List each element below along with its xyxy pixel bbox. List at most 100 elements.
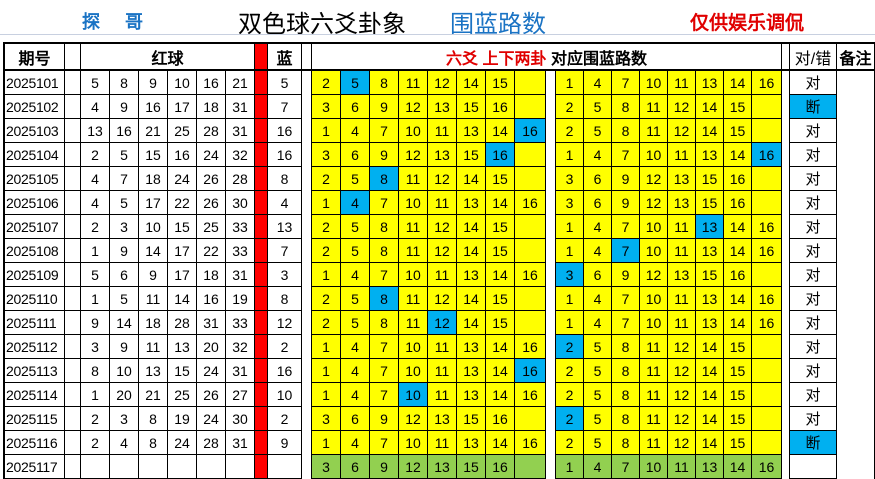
lower-trigram-cell: 11 xyxy=(640,119,668,143)
lower-trigram-cell: 14 xyxy=(724,143,752,167)
spacer-cell xyxy=(65,239,81,263)
red-ball-cell: 19 xyxy=(168,407,197,431)
lower-trigram-cell: 11 xyxy=(640,335,668,359)
group-gap xyxy=(546,215,556,239)
upper-trigram-cell: 16 xyxy=(515,191,546,215)
red-ball-cell: 22 xyxy=(168,191,197,215)
red-ball-cell: 14 xyxy=(110,311,139,335)
upper-trigram-cell: 11 xyxy=(399,287,428,311)
spacer-cell xyxy=(302,167,312,191)
upper-trigram-cell: 1 xyxy=(312,383,341,407)
red-ball-cell: 26 xyxy=(197,167,226,191)
page-title: 双色球六爻卦象 xyxy=(238,11,406,38)
upper-trigram-cell: 10 xyxy=(399,335,428,359)
table-row: 2025114 1 20 21 25 26 27 10 1 4 7 10 11 13 14 16 2 5 8 11 12… xyxy=(5,383,875,407)
upper-trigram-cell: 13 xyxy=(457,335,486,359)
blue-ball-cell: 16 xyxy=(268,143,302,167)
upper-trigram-cell: 4 xyxy=(341,359,370,383)
red-ball-cell: 33 xyxy=(226,215,255,239)
blue-ball-cell: 16 xyxy=(268,119,302,143)
red-ball-cell xyxy=(81,455,110,479)
upper-trigram-cell: 14 xyxy=(457,239,486,263)
red-divider-bar xyxy=(255,191,268,215)
upper-trigram-cell xyxy=(515,143,546,167)
group-gap xyxy=(546,167,556,191)
period-cell: 2025103 xyxy=(5,119,65,143)
upper-trigram-cell: 11 xyxy=(428,119,457,143)
upper-trigram-cell: 11 xyxy=(399,215,428,239)
upper-trigram-cell: 1 xyxy=(312,431,341,455)
red-ball-cell: 28 xyxy=(226,167,255,191)
upper-trigram-cell: 9 xyxy=(370,143,399,167)
red-ball-cell: 17 xyxy=(168,239,197,263)
upper-trigram-cell: 13 xyxy=(457,263,486,287)
spacer-cell xyxy=(782,335,790,359)
period-cell: 2025101 xyxy=(5,71,65,95)
spacer-cell xyxy=(782,359,790,383)
lower-trigram-cell: 11 xyxy=(668,143,696,167)
lower-trigram-cell: 13 xyxy=(696,239,724,263)
result-cell xyxy=(790,455,837,479)
spacer-cell xyxy=(65,287,81,311)
blue-ball-cell: 7 xyxy=(268,239,302,263)
lower-trigram-cell: 2 xyxy=(556,335,584,359)
upper-trigram-cell: 4 xyxy=(341,383,370,407)
lower-trigram-cell: 4 xyxy=(584,455,612,479)
upper-trigram-cell: 4 xyxy=(341,335,370,359)
lower-trigram-cell: 11 xyxy=(668,239,696,263)
spacer-cell xyxy=(302,431,312,455)
lower-trigram-cell: 4 xyxy=(584,215,612,239)
upper-trigram-cell: 10 xyxy=(399,383,428,407)
lower-trigram-cell: 12 xyxy=(640,167,668,191)
upper-trigram-cell: 5 xyxy=(341,287,370,311)
group-gap xyxy=(546,431,556,455)
upper-trigram-cell: 16 xyxy=(515,119,546,143)
red-ball-cell: 32 xyxy=(226,335,255,359)
lower-trigram-cell: 8 xyxy=(612,359,640,383)
upper-trigram-cell: 6 xyxy=(341,143,370,167)
red-ball-cell: 16 xyxy=(139,95,168,119)
lower-trigram-cell: 14 xyxy=(724,455,752,479)
upper-trigram-cell: 11 xyxy=(399,71,428,95)
lower-trigram-cell: 13 xyxy=(668,263,696,287)
lower-trigram-cell xyxy=(752,335,782,359)
blue-ball-cell xyxy=(268,455,302,479)
blue-ball-cell: 2 xyxy=(268,407,302,431)
upper-trigram-cell: 16 xyxy=(486,143,515,167)
spacer-cell xyxy=(782,287,790,311)
result-cell: 对 xyxy=(790,119,837,143)
lower-trigram-cell: 14 xyxy=(724,311,752,335)
lower-trigram-cell: 6 xyxy=(584,263,612,287)
lower-trigram-cell: 14 xyxy=(724,239,752,263)
red-ball-cell: 24 xyxy=(197,407,226,431)
red-ball-cell: 31 xyxy=(226,95,255,119)
upper-trigram-cell: 8 xyxy=(370,239,399,263)
upper-trigram-cell: 13 xyxy=(457,119,486,143)
lower-trigram-cell: 1 xyxy=(556,455,584,479)
lower-trigram-cell: 16 xyxy=(752,311,782,335)
lower-trigram-cell: 11 xyxy=(668,71,696,95)
sheet-gridline xyxy=(0,34,875,35)
table-row: 2025116 2 4 8 24 28 31 9 1 4 7 10 11 13 14 16 2 5 8 11 12 14 1… xyxy=(5,431,875,455)
lower-trigram-cell: 10 xyxy=(640,239,668,263)
table-row: 2025109 5 6 9 17 18 31 3 1 4 7 10 11 13 14 16 3 6 9 12 13 15 1… xyxy=(5,263,875,287)
lower-trigram-cell: 2 xyxy=(556,407,584,431)
blue-ball-cell: 3 xyxy=(268,263,302,287)
upper-trigram-cell: 15 xyxy=(486,311,515,335)
lower-trigram-cell: 11 xyxy=(668,311,696,335)
group-gap xyxy=(546,263,556,287)
lower-trigram-cell: 11 xyxy=(668,287,696,311)
author-label: 探 哥 xyxy=(82,12,154,32)
red-ball-cell: 33 xyxy=(226,311,255,335)
red-ball-cell: 27 xyxy=(226,383,255,407)
lower-trigram-cell: 16 xyxy=(724,191,752,215)
remark-cell xyxy=(837,455,875,479)
result-cell: 对 xyxy=(790,287,837,311)
upper-trigram-cell: 12 xyxy=(428,239,457,263)
blue-ball-cell: 13 xyxy=(268,215,302,239)
upper-trigram-cell: 16 xyxy=(486,95,515,119)
red-ball-cell: 3 xyxy=(110,215,139,239)
group-gap xyxy=(546,287,556,311)
spacer-cell xyxy=(302,239,312,263)
lower-trigram-cell: 7 xyxy=(612,287,640,311)
